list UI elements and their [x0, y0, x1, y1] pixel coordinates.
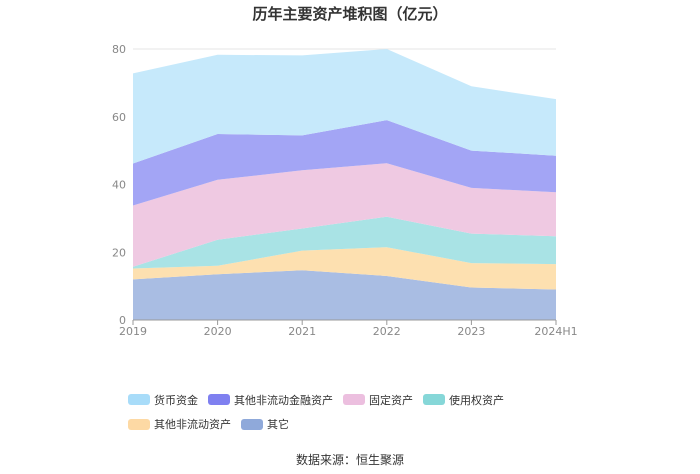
legend-item[interactable]: 其他非流动金融资产: [208, 393, 333, 407]
x-axis: 2019 2020 2021 2022 2023 2024H1: [119, 319, 578, 338]
legend-swatch: [241, 418, 263, 430]
y-tick-label: 0: [119, 314, 126, 327]
area-series: [133, 49, 556, 320]
legend-label: 其他非流动资产: [154, 418, 231, 431]
area-其它: [133, 270, 556, 320]
chart-title: 历年主要资产堆积图（亿元）: [252, 5, 448, 23]
legend-item[interactable]: 固定资产: [343, 393, 413, 407]
legend-label: 货币资金: [154, 393, 198, 407]
legend-swatch: [423, 394, 445, 405]
legend-item[interactable]: 其它: [241, 418, 289, 431]
x-tick-label: 2022: [373, 325, 401, 338]
legend-label: 固定资产: [369, 393, 413, 407]
y-tick-label: 20: [112, 246, 126, 259]
legend-swatch: [208, 394, 230, 405]
legend-swatch: [343, 394, 365, 405]
area-使用权资产: [133, 216, 556, 269]
x-tick-label: 2023: [457, 325, 485, 338]
x-tick-label: 2019: [119, 325, 147, 338]
legend-item[interactable]: 其他非流动资产: [128, 418, 231, 431]
area-其他非流动金融资产: [133, 120, 556, 206]
x-tick-label: 2021: [288, 325, 316, 338]
legend-item[interactable]: 货币资金: [128, 393, 198, 407]
y-tick-label: 40: [112, 179, 126, 192]
legend-item[interactable]: 使用权资产: [423, 393, 504, 407]
area-其他非流动资产: [133, 247, 556, 290]
stacked-area-chart: 2019 2020 2021 2022 2023 2024H1 0 20 40 60 80: [112, 43, 578, 338]
y-tick-label: 80: [112, 43, 126, 56]
chart-legend: 货币资金 其他非流动金融资产 固定资产 使用权资产其他非流动资产 其它: [128, 390, 598, 439]
data-source-note: 数据来源：恒生聚源: [295, 453, 404, 467]
x-tick-label: 2024H1: [534, 325, 577, 338]
area-货币资金: [133, 49, 556, 164]
legend-swatch: [128, 418, 150, 430]
x-tick-label: 2020: [204, 325, 232, 338]
legend-label: 其它: [267, 418, 289, 431]
y-tick-label: 60: [112, 111, 126, 124]
legend-swatch: [128, 394, 150, 405]
legend-label: 使用权资产: [449, 393, 504, 407]
legend-label: 其他非流动金融资产: [234, 393, 333, 407]
area-固定资产: [133, 163, 556, 267]
y-axis: 0 20 40 60 80: [112, 43, 126, 327]
